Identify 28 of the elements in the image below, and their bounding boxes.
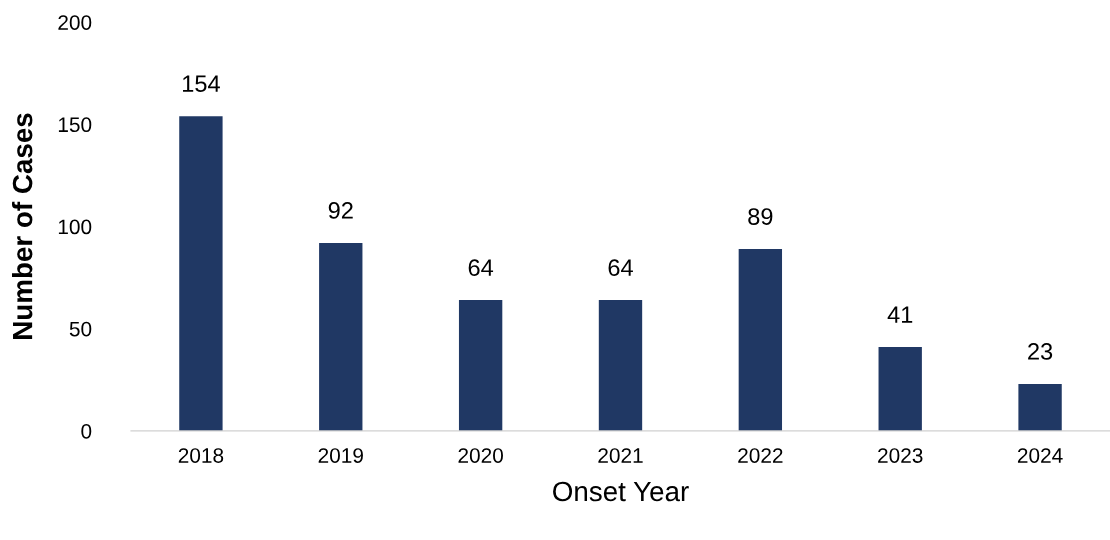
bar — [179, 116, 223, 431]
bar — [458, 300, 503, 431]
x-tick-label: 2024 — [1017, 448, 1063, 463]
y-axis-title: Number of Cases — [12, 113, 33, 339]
bar — [878, 347, 922, 431]
data-label: 64 — [608, 259, 633, 276]
x-tick-label: 2018 — [178, 448, 224, 463]
y-tick-label: 0 — [81, 423, 92, 439]
x-tick-label: 2023 — [878, 448, 923, 463]
y-tick-label: 150 — [58, 117, 92, 133]
data-label: 154 — [183, 75, 220, 93]
x-tick-label: 2019 — [318, 448, 363, 463]
data-label: 23 — [1028, 343, 1053, 360]
x-axis-title: Onset Year — [553, 481, 689, 502]
x-tick-label: 2020 — [458, 448, 503, 463]
y-tick-label: 50 — [69, 321, 92, 337]
y-tick-label: 100 — [58, 219, 92, 235]
x-tick-label: 2022 — [738, 448, 783, 463]
bar — [1018, 383, 1062, 431]
x-tick-label: 2021 — [598, 448, 643, 463]
data-label: 89 — [748, 208, 773, 225]
y-tick-label: 200 — [58, 15, 92, 30]
bar — [598, 300, 643, 431]
data-label: 64 — [468, 259, 494, 276]
data-label: 41 — [887, 306, 913, 323]
bar — [319, 242, 363, 431]
data-label: 92 — [328, 202, 353, 219]
bar — [738, 249, 783, 431]
